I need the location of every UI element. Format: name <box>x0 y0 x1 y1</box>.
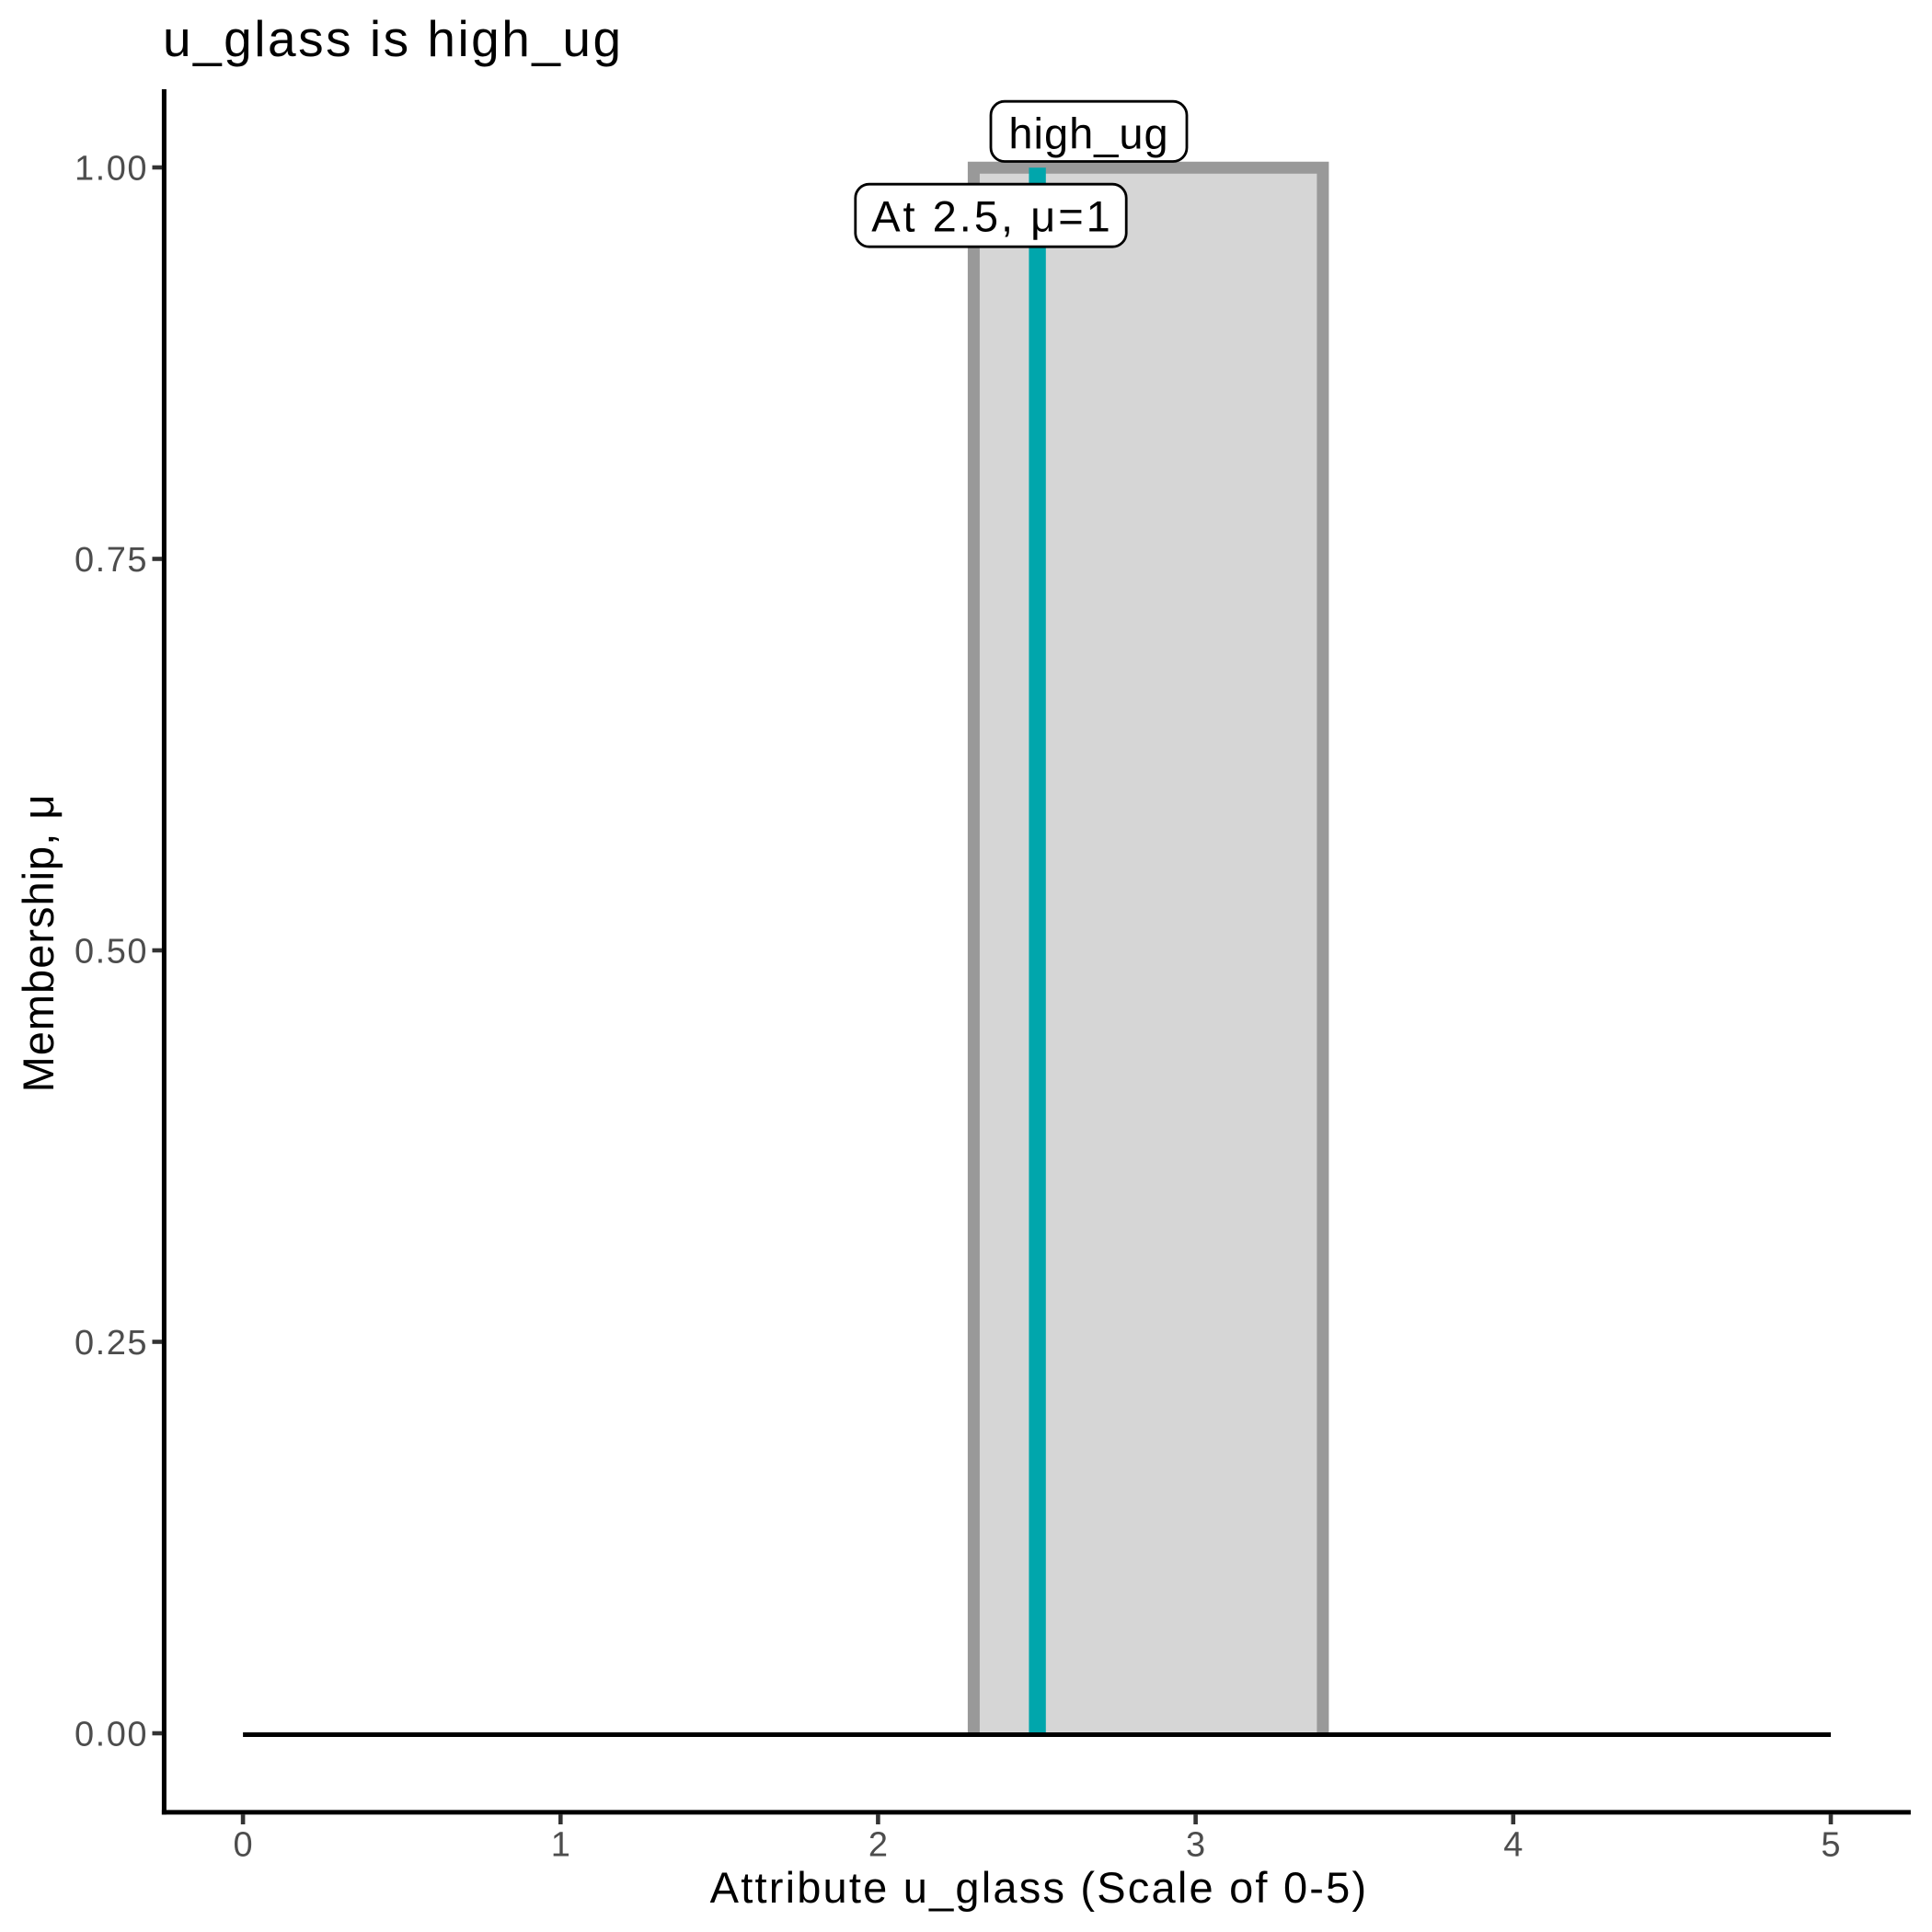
svg-text:1: 1 <box>551 1826 570 1865</box>
svg-text:2: 2 <box>868 1826 888 1865</box>
svg-text:1.00: 1.00 <box>75 150 148 189</box>
svg-text:0.25: 0.25 <box>75 1324 148 1363</box>
svg-text:At 2.5, μ=1: At 2.5, μ=1 <box>871 192 1113 241</box>
svg-text:5: 5 <box>1821 1826 1840 1865</box>
svg-text:Membership, μ: Membership, μ <box>14 794 63 1093</box>
svg-text:0.00: 0.00 <box>75 1716 148 1754</box>
svg-text:0.75: 0.75 <box>75 541 148 580</box>
svg-text:0: 0 <box>234 1826 253 1865</box>
svg-text:Attribute u_glass (Scale of 0-: Attribute u_glass (Scale of 0-5) <box>710 1863 1369 1912</box>
svg-text:0.50: 0.50 <box>75 933 148 972</box>
svg-text:high_ug: high_ug <box>1008 109 1168 157</box>
svg-text:3: 3 <box>1186 1826 1205 1865</box>
svg-text:u_glass is high_ug: u_glass is high_ug <box>163 10 624 67</box>
svg-text:4: 4 <box>1503 1826 1523 1865</box>
